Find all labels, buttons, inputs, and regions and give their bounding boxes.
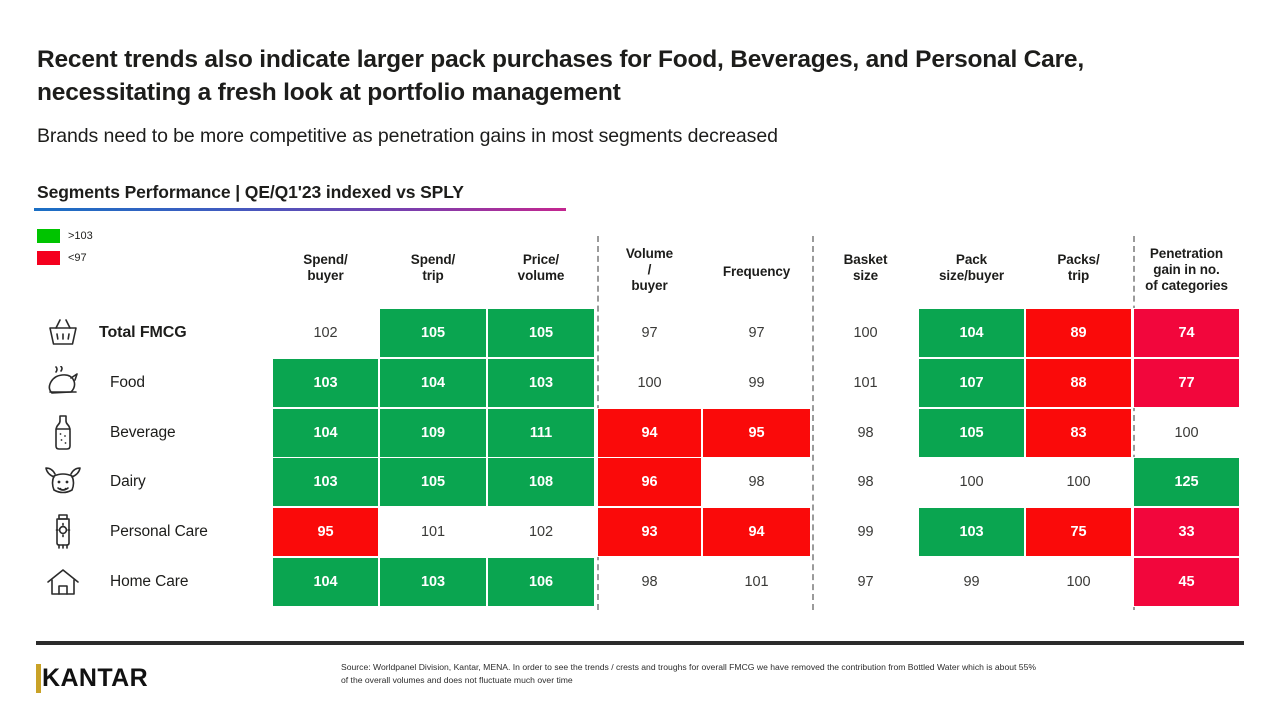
heatmap-cell: 105 xyxy=(487,308,595,358)
footer-divider xyxy=(36,641,1244,645)
heatmap-cell: 103 xyxy=(918,507,1025,558)
heatmap-cell: 105 xyxy=(918,407,1025,458)
page-subtitle: Brands need to be more competitive as pe… xyxy=(37,125,778,147)
lotion-tube-icon xyxy=(40,511,86,553)
heatmap-cell: 94 xyxy=(702,507,811,558)
heatmap-cell: 106 xyxy=(487,557,595,607)
heatmap-cell: 98 xyxy=(857,474,874,491)
row-label: Dairy xyxy=(110,473,146,491)
heatmap-cell: 109 xyxy=(379,407,487,458)
row-label: Home Care xyxy=(110,573,189,590)
section-underline xyxy=(34,208,566,211)
heatmap-cell: 77 xyxy=(1133,357,1240,408)
heatmap-cell: 100 xyxy=(1174,424,1199,441)
heatmap-cell: 100 xyxy=(1066,474,1091,491)
legend-swatch-red xyxy=(37,251,60,265)
row-label: Total FMCG xyxy=(99,324,187,341)
legend: >103 <97 xyxy=(37,229,93,273)
heatmap-cell: 93 xyxy=(597,507,702,558)
legend-item-bad: <97 xyxy=(37,251,93,265)
kantar-logo: KANTAR xyxy=(36,664,148,693)
row-label: Food xyxy=(110,373,145,391)
section-title: Segments Performance | QE/Q1'23 indexed … xyxy=(37,182,464,202)
legend-label-bad: <97 xyxy=(68,252,87,264)
kantar-wordmark: KANTAR xyxy=(42,664,149,692)
column-group-separator xyxy=(1132,236,1135,610)
heatmap-cell: 107 xyxy=(918,357,1025,408)
column-header: Volume / buyer xyxy=(625,246,674,293)
heatmap-cell: 98 xyxy=(641,574,658,590)
heatmap-cell: 89 xyxy=(1025,308,1132,358)
heatmap-cell: 104 xyxy=(272,557,379,607)
heatmap-cell: 102 xyxy=(313,325,338,341)
heatmap-cell: 104 xyxy=(379,357,487,408)
heatmap-cell: 45 xyxy=(1133,557,1240,607)
heatmap-cell: 88 xyxy=(1025,357,1132,408)
heatmap-cell: 75 xyxy=(1025,507,1132,558)
column-header: Spend/trip xyxy=(410,252,456,283)
heatmap-cell: 105 xyxy=(379,308,487,358)
row-label: Beverage xyxy=(110,423,176,441)
legend-item-good: >103 xyxy=(37,229,93,243)
heatmap-cell: 100 xyxy=(853,325,878,341)
column-header: Packs/trip xyxy=(1057,252,1100,283)
heatmap-cell: 99 xyxy=(857,524,874,541)
legend-label-good: >103 xyxy=(68,230,93,242)
column-header: Pack size/buyer xyxy=(938,252,1005,283)
heatmap-cell: 103 xyxy=(487,357,595,408)
heatmap-cell: 101 xyxy=(744,574,769,590)
column-header: Frequency xyxy=(722,264,791,279)
heatmap-cell: 111 xyxy=(487,407,595,458)
heatmap-cell: 97 xyxy=(641,325,658,341)
heatmap-cell: 108 xyxy=(487,457,595,508)
heatmap-cell: 98 xyxy=(748,474,765,491)
heatmap-cell: 83 xyxy=(1025,407,1132,458)
heatmap-cell: 105 xyxy=(379,457,487,508)
house-icon xyxy=(40,561,86,603)
heatmap-cell: 104 xyxy=(272,407,379,458)
heatmap-cell: 99 xyxy=(748,374,765,391)
heatmap-cell: 100 xyxy=(637,374,662,391)
heatmap-cell: 97 xyxy=(857,574,874,590)
heatmap-cell: 103 xyxy=(272,357,379,408)
row-label: Personal Care xyxy=(110,523,208,541)
heatmap-cell: 74 xyxy=(1133,308,1240,358)
heatmap-cell: 97 xyxy=(748,325,765,341)
heatmap-cell: 95 xyxy=(702,407,811,458)
cow-icon xyxy=(40,461,86,503)
legend-swatch-green xyxy=(37,229,60,243)
heatmap-cell: 95 xyxy=(272,507,379,558)
column-header: Penetration gain in no. of categories xyxy=(1145,246,1228,293)
heatmap-cell: 101 xyxy=(421,524,445,541)
heatmap-cell: 101 xyxy=(853,374,878,391)
chicken-icon xyxy=(40,362,86,404)
page-title: Recent trends also indicate larger pack … xyxy=(37,46,1084,106)
heatmap-cell: 96 xyxy=(597,457,702,508)
heatmap-cell: 99 xyxy=(963,574,980,590)
bottle-icon xyxy=(40,412,86,454)
heatmap-cell: 103 xyxy=(379,557,487,607)
heatmap-cell: 102 xyxy=(529,524,553,541)
column-header: Price/volume xyxy=(517,252,565,283)
heatmap-cell: 103 xyxy=(272,457,379,508)
heatmap-cell: 100 xyxy=(1066,574,1091,590)
source-note: Source: Worldpanel Division, Kantar, MEN… xyxy=(341,662,1036,686)
heatmap-cell: 98 xyxy=(857,424,874,441)
column-group-separator xyxy=(811,236,814,610)
heatmap-cell: 100 xyxy=(959,474,984,491)
kantar-gold-bar xyxy=(36,664,41,693)
heatmap-cell: 104 xyxy=(918,308,1025,358)
column-header: Basket size xyxy=(843,252,888,283)
heatmap-cell: 125 xyxy=(1133,457,1240,508)
heatmap-cell: 94 xyxy=(597,407,702,458)
column-header: Spend/buyer xyxy=(303,252,348,283)
heatmap-cell: 33 xyxy=(1133,507,1240,558)
basket-icon xyxy=(40,312,86,354)
